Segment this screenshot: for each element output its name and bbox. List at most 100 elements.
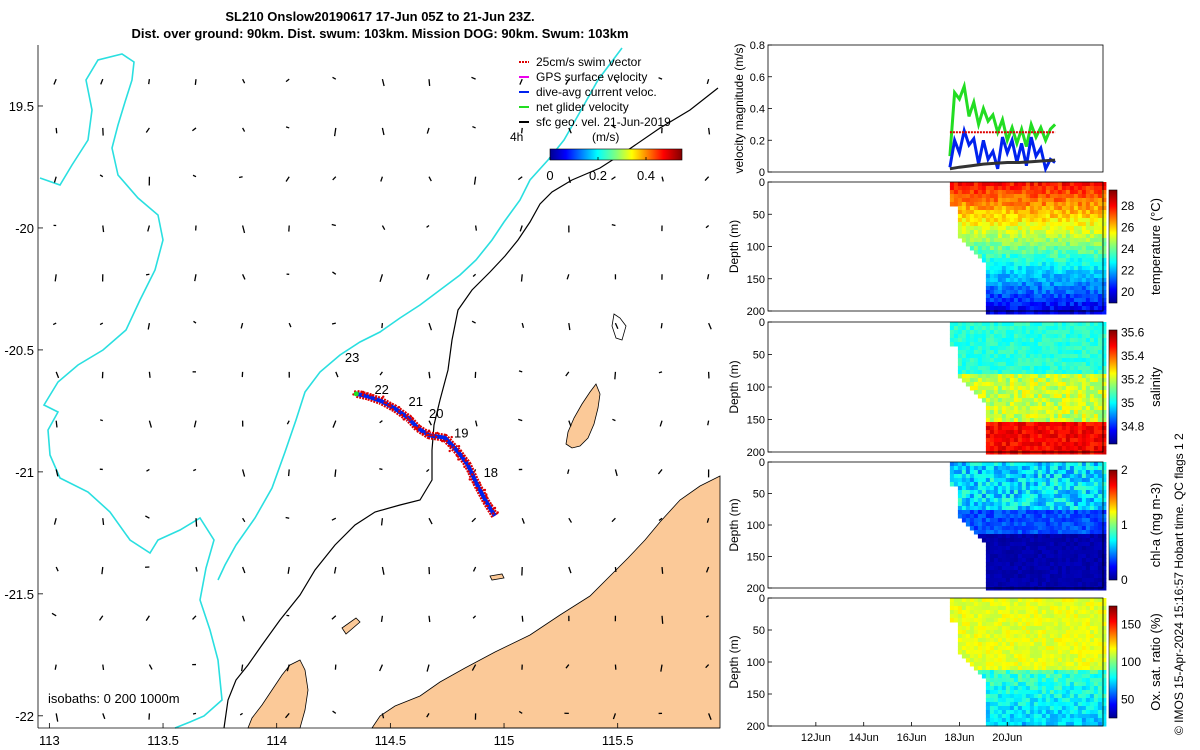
profile-cell (1085, 510, 1091, 515)
profile-cell (993, 582, 999, 587)
current-vector (52, 322, 57, 326)
profile-cell (1041, 650, 1047, 655)
profile-cell (1029, 446, 1035, 451)
profile-cell (1025, 326, 1031, 331)
profile-cell (989, 182, 995, 187)
profile-cell (1033, 294, 1039, 299)
profile-cell (1057, 226, 1063, 231)
profile-cell (1061, 722, 1067, 727)
profile-cell (1017, 510, 1023, 515)
profile-cell (1077, 242, 1083, 247)
profile-cell (1037, 438, 1043, 443)
profile-cell (1053, 630, 1059, 635)
profile-cell (1005, 502, 1011, 507)
profile-cell (981, 606, 987, 611)
profile-cell (969, 470, 975, 475)
profile-cell (985, 574, 991, 579)
profile-cell (1065, 302, 1071, 307)
depth-tick-label: 0 (759, 457, 765, 469)
profile-cell (1053, 574, 1059, 579)
profile-cell (953, 470, 959, 475)
profile-cell (997, 530, 1003, 535)
profile-cell (997, 670, 1003, 675)
profile-cell (1061, 554, 1067, 559)
profile-cell (989, 198, 995, 203)
profile-cell (1061, 222, 1067, 227)
profile-cell (1085, 514, 1091, 519)
profile-cell (1049, 342, 1055, 347)
profile-cell (1005, 226, 1011, 231)
profile-cell (1081, 286, 1087, 291)
profile-cell (957, 354, 963, 359)
profile-cell (1073, 566, 1079, 571)
profile-cell (1021, 238, 1027, 243)
profile-cell (1001, 198, 1007, 203)
profile-cell (1081, 622, 1087, 627)
profile-cell (985, 262, 991, 267)
profile-cell (1021, 338, 1027, 343)
current-vector (565, 78, 570, 85)
profile-cell (1001, 338, 1007, 343)
profile-cell (1009, 534, 1015, 539)
profile-cell (1029, 358, 1035, 363)
profile-cell (985, 522, 991, 527)
profile-cell (1013, 446, 1019, 451)
profile-cell (965, 510, 971, 515)
profile-cell (1021, 426, 1027, 431)
profile-cell (961, 338, 967, 343)
profile-cell (1021, 326, 1027, 331)
profile-cell (1081, 686, 1087, 691)
profile-cell (957, 494, 963, 499)
profile-cell (1097, 670, 1103, 675)
profile-cell (1085, 374, 1091, 379)
current-vector (471, 320, 476, 324)
profile-cell (993, 470, 999, 475)
profile-cell (985, 686, 991, 691)
profile-cell (985, 430, 991, 435)
profile-cell (1069, 194, 1075, 199)
profile-cell (1021, 538, 1027, 543)
profile-cell (1101, 350, 1107, 355)
profile-cell (1057, 198, 1063, 203)
profile-cell (993, 198, 999, 203)
profile-cell (1041, 550, 1047, 555)
profile-cell (1097, 530, 1103, 535)
profile-cell (1017, 706, 1023, 711)
profile-cell (1021, 386, 1027, 391)
profile-cell (1089, 382, 1095, 387)
profile-cell (1073, 266, 1079, 271)
profile-cell (1041, 194, 1047, 199)
profile-cell (1029, 334, 1035, 339)
swim-vector-point (408, 418, 411, 422)
profile-cell (1101, 478, 1107, 483)
profile-cell (1093, 582, 1099, 587)
profile-cell (1013, 702, 1019, 707)
profile-cell (1005, 366, 1011, 371)
profile-cell (1037, 242, 1043, 247)
profile-cell (993, 486, 999, 491)
profile-cell (1045, 394, 1051, 399)
profile-cell (1005, 598, 1011, 603)
profile-cell (1037, 254, 1043, 259)
profile-cell (1081, 598, 1087, 603)
profile-cell (1089, 218, 1095, 223)
profile-cell (1045, 210, 1051, 215)
profile-cell (997, 438, 1003, 443)
profile-cell (1061, 550, 1067, 555)
profile-cell (1077, 674, 1083, 679)
profile-cell (1073, 634, 1079, 639)
profile-cell (1009, 578, 1015, 583)
profile-cell (1093, 614, 1099, 619)
profile-cell (1049, 410, 1055, 415)
profile-cell (997, 286, 1003, 291)
profile-cell (997, 202, 1003, 207)
profile-cell (1101, 238, 1107, 243)
profile-cell (981, 618, 987, 623)
profile-cell (1017, 250, 1023, 255)
profile-cell (985, 630, 991, 635)
profile-cell (961, 650, 967, 655)
profile-cell (1097, 374, 1103, 379)
profile-cell (1065, 406, 1071, 411)
profile-cell (1013, 626, 1019, 631)
